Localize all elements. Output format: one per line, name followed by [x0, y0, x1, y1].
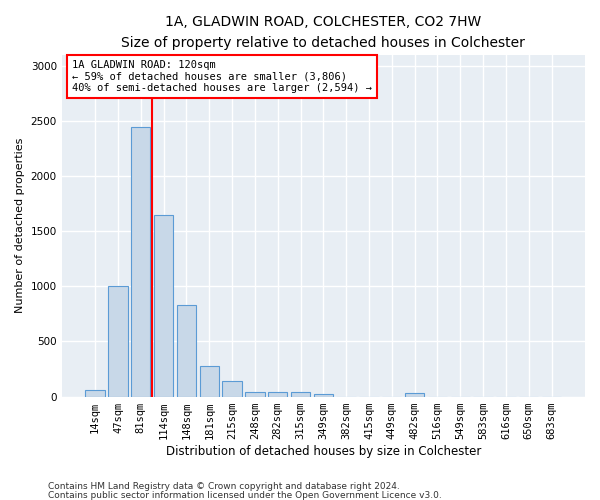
Bar — [291, 392, 310, 396]
Bar — [314, 394, 333, 396]
Text: Contains HM Land Registry data © Crown copyright and database right 2024.: Contains HM Land Registry data © Crown c… — [48, 482, 400, 491]
Bar — [154, 214, 173, 396]
Bar — [405, 394, 424, 396]
Bar — [200, 366, 219, 396]
Bar — [223, 381, 242, 396]
Bar — [268, 392, 287, 396]
Text: Contains public sector information licensed under the Open Government Licence v3: Contains public sector information licen… — [48, 490, 442, 500]
X-axis label: Distribution of detached houses by size in Colchester: Distribution of detached houses by size … — [166, 444, 481, 458]
Title: 1A, GLADWIN ROAD, COLCHESTER, CO2 7HW
Size of property relative to detached hous: 1A, GLADWIN ROAD, COLCHESTER, CO2 7HW Si… — [121, 15, 525, 50]
Y-axis label: Number of detached properties: Number of detached properties — [15, 138, 25, 314]
Bar — [108, 286, 128, 397]
Bar — [177, 305, 196, 396]
Bar — [85, 390, 105, 396]
Bar — [131, 126, 151, 396]
Text: 1A GLADWIN ROAD: 120sqm
← 59% of detached houses are smaller (3,806)
40% of semi: 1A GLADWIN ROAD: 120sqm ← 59% of detache… — [72, 60, 372, 94]
Bar — [245, 392, 265, 396]
